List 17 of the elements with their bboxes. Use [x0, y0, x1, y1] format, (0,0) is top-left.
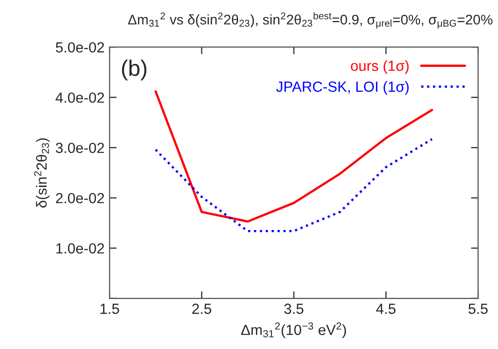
y-tick-label: 5.0e-02: [56, 42, 104, 53]
x-tick-label: 1.5: [100, 304, 120, 314]
x-tick-label: 3.5: [284, 304, 304, 314]
y-tick-label: 1.0e-02: [56, 243, 104, 254]
annotation: (b): [122, 60, 146, 80]
y-tick-label: 4.0e-02: [56, 92, 104, 103]
y-tick-label: 2.0e-02: [56, 192, 104, 204]
x-axis-title: Δm$_{31}$$^{2}$(10$^{−3}$ eV$^{2}$): [241, 322, 346, 338]
x-tick-label: 5.5: [468, 304, 488, 314]
legend-label: ours (1σ): [350, 60, 409, 74]
line-series: [154, 138, 434, 232]
chart-title: Δm$_{31}$$^{2}$ vs δ(sin$^{2}$2θ$_{23}$), sin$^{2}$2θ$_{23}$$^{best}$=0.9, σ$_{μrel}$=0%, σ$_{μBG}$=20%: [128, 12, 492, 28]
legend-label: JPARC-SK, LOI (1σ): [276, 81, 409, 95]
y-axis-title: δ(sin$^{2}$2θ$_{23}$): [34, 138, 50, 208]
x-tick-label: 2.5: [192, 304, 212, 314]
x-tick-label: 4.5: [376, 304, 396, 314]
y-tick-label: 3.0e-02: [56, 142, 104, 154]
